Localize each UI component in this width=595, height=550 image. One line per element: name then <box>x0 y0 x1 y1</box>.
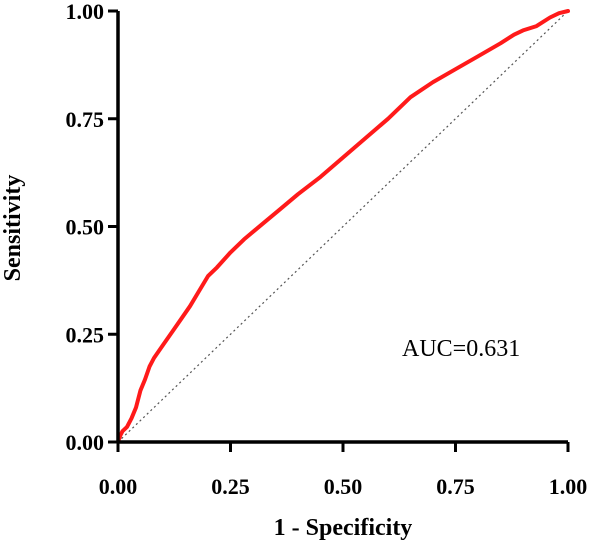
x-tick-label: 0.50 <box>324 474 363 499</box>
x-tick-label: 0.75 <box>436 474 475 499</box>
x-tick-label: 0.25 <box>211 474 250 499</box>
x-tick-label: 1.00 <box>549 474 588 499</box>
roc-curve-line <box>116 9 570 444</box>
y-tick-label: 1.00 <box>66 0 105 24</box>
reference-diagonal-line <box>117 10 569 443</box>
y-tick-label: 0.25 <box>66 322 105 347</box>
y-axis-ticks: 0.00 0.25 0.50 0.75 1.00 <box>66 0 118 455</box>
x-tick-label: 0.00 <box>99 474 138 499</box>
y-tick-label: 0.00 <box>66 430 105 455</box>
y-tick-label: 0.75 <box>66 107 105 132</box>
x-axis-title: 1 - Specificity <box>274 515 413 541</box>
x-axis-ticks: 0.00 0.25 0.50 0.75 1.00 <box>99 442 588 499</box>
y-tick-label: 0.50 <box>66 215 105 240</box>
auc-annotation: AUC=0.631 <box>402 336 520 362</box>
y-axis-title: Sensitivity <box>0 175 26 282</box>
